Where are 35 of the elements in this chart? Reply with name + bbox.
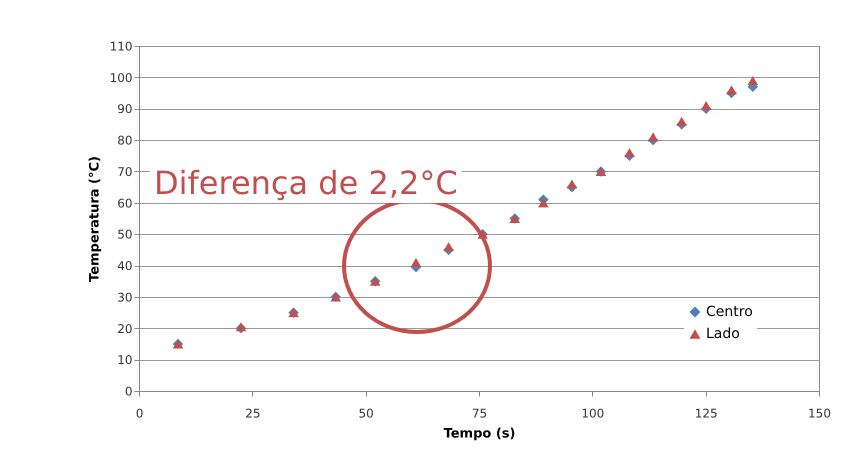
x-tick-label: 25 [245,406,260,420]
point [726,85,737,94]
y-tick-label: 20 [117,322,132,336]
y-tick-label: 110 [110,40,132,54]
y-tick-label: 100 [110,70,132,85]
y-tick-label: 40 [117,259,132,274]
y-tick-label: 30 [117,290,132,304]
point [624,148,635,158]
y-tick-label: 80 [117,134,132,148]
point [443,242,454,252]
point [648,132,658,142]
legend-label: Centro [706,304,753,320]
y-tick-label: 70 [117,164,132,179]
x-tick-label: 125 [694,406,718,420]
x-tick-label: 100 [581,406,604,420]
point [236,322,246,332]
point [538,198,549,208]
x-axis-title: Tempo (s) [444,426,516,442]
x-tick-label: 50 [358,406,374,420]
point [676,116,687,126]
point [700,101,712,110]
y-tick-label: 0 [124,384,132,398]
annotation: Diferença de 2,2°C [150,163,462,203]
y-tick-label: 10 [117,353,132,368]
legend-label: Lado [706,326,740,342]
y-tick-label: 60 [117,196,132,210]
point [748,76,758,86]
x-tick-label: 0 [136,406,144,420]
x-tick-label: 150 [808,406,831,420]
x-tick-label: 75 [472,406,488,420]
point [410,258,422,267]
y-tick-label: 50 [117,228,132,242]
point [566,179,578,189]
y-tick-label: 90 [117,102,132,116]
y-axis-title: Temperatura (°C) [88,156,103,282]
